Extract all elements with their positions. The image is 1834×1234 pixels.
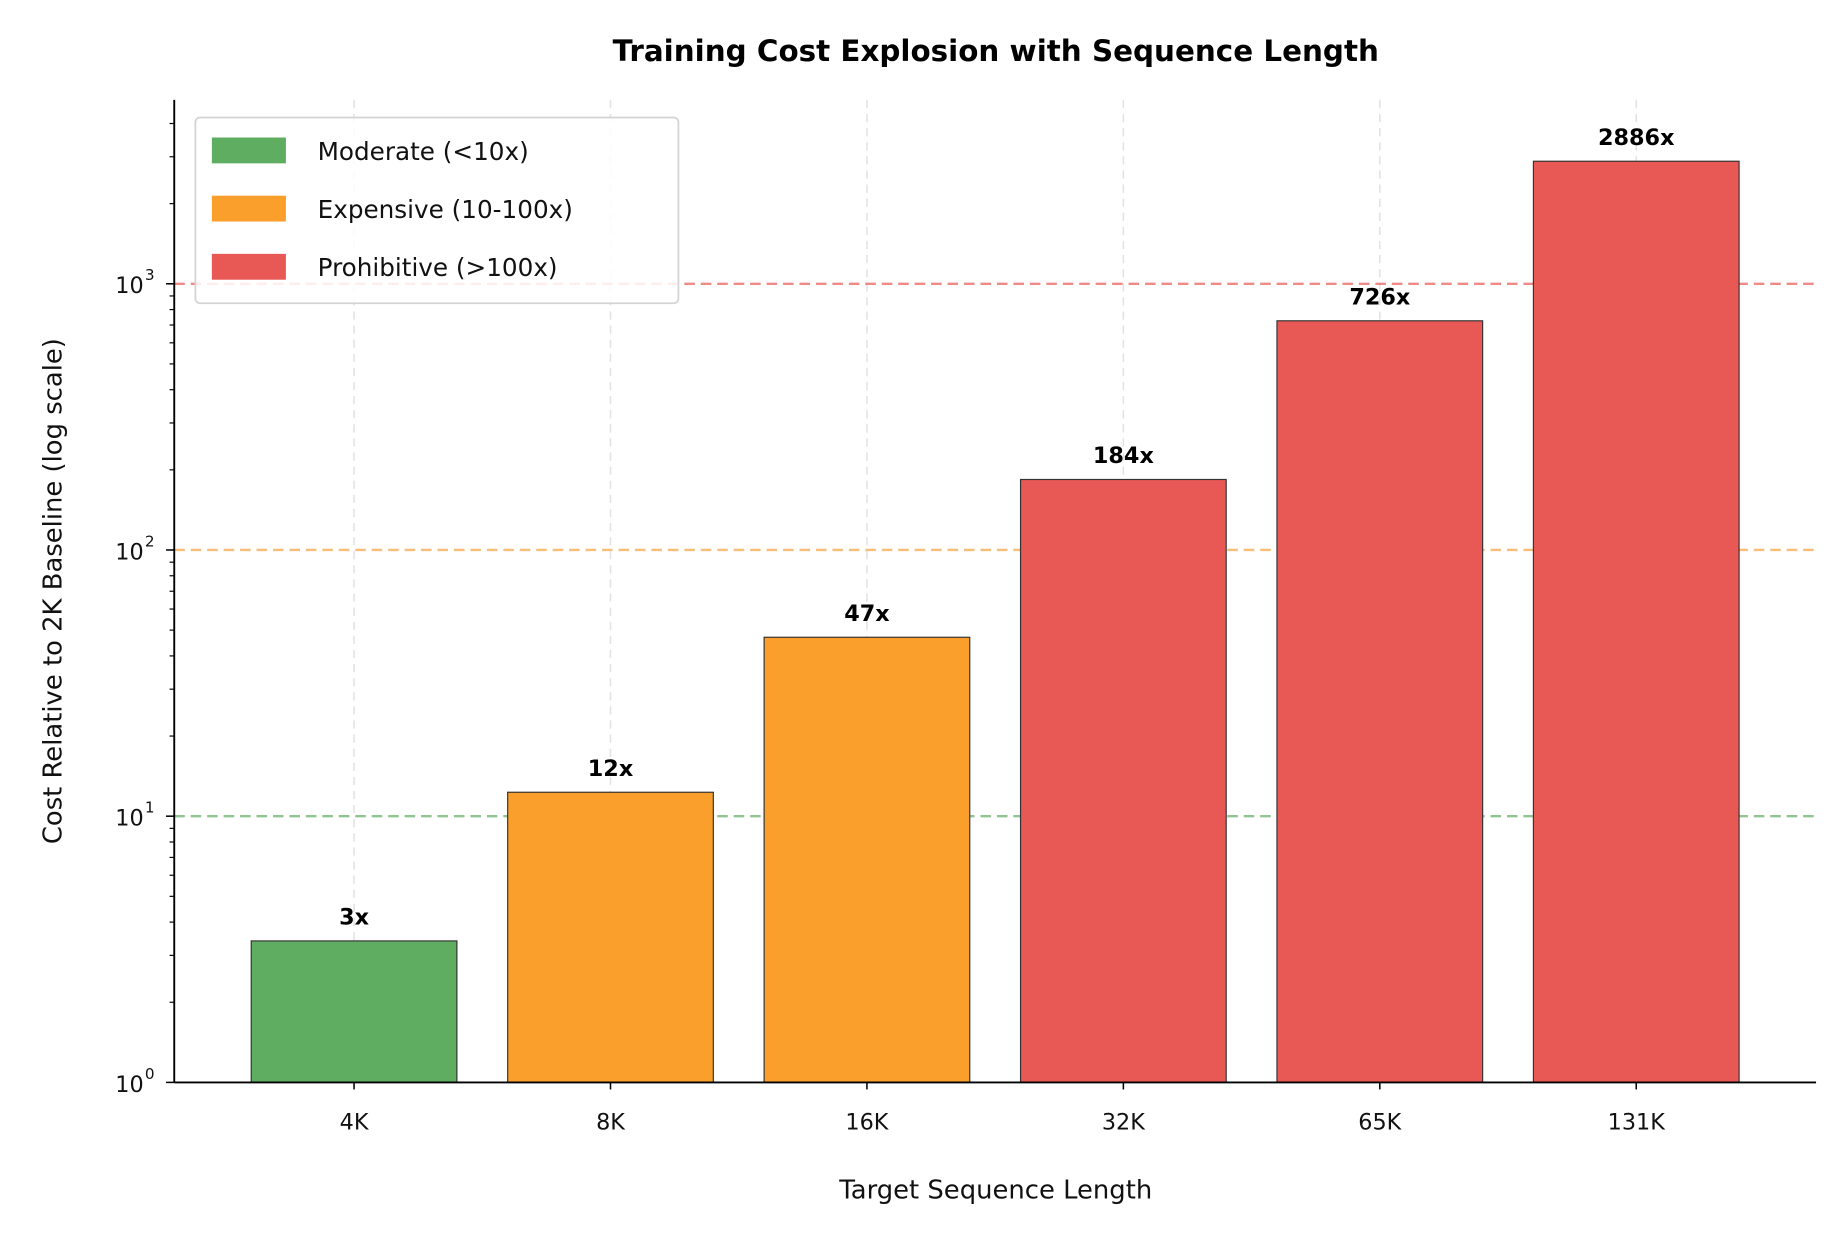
bar	[250, 940, 458, 1083]
legend-label-prohibitive: Prohibitive (>100x)	[318, 253, 558, 282]
y-axis-label: Cost Relative to 2K Baseline (log scale)	[38, 338, 68, 844]
x-tick-label: 8K	[596, 1109, 626, 1135]
x-tick-label: 16K	[845, 1109, 889, 1135]
y-tick-exponent: 2	[145, 532, 155, 550]
x-tick-label: 131K	[1608, 1109, 1667, 1135]
bars: 3x 12x 47x 184x 726x 2886x	[250, 125, 1740, 1083]
legend-label-expensive: Expensive (10-100x)	[318, 195, 573, 224]
bar	[1276, 320, 1484, 1083]
y-tick-exponent: 0	[145, 1065, 155, 1083]
bar-data-label: 184x	[1093, 443, 1155, 469]
legend-swatch-prohibitive	[211, 253, 286, 280]
chart-title: Training Cost Explosion with Sequence Le…	[613, 34, 1379, 68]
bar-data-label: 2886x	[1598, 125, 1675, 151]
bar	[1019, 478, 1227, 1083]
y-tick-label: 10	[115, 806, 143, 832]
legend-swatch-expensive	[211, 195, 286, 222]
x-tick-label: 32K	[1102, 1109, 1146, 1135]
legend-swatch-moderate	[211, 137, 286, 164]
x-axis-label: Target Sequence Length	[838, 1176, 1152, 1206]
y-tick-label: 10	[115, 539, 143, 565]
y-tick-label: 10	[115, 1072, 143, 1098]
legend-box	[194, 116, 680, 305]
bar	[763, 636, 971, 1083]
legend-label-moderate: Moderate (<10x)	[318, 137, 529, 166]
bar-data-label: 726x	[1349, 284, 1411, 310]
bar-data-label: 12x	[588, 756, 634, 782]
x-tick-label: 4K	[340, 1109, 370, 1135]
bar-data-label: 47x	[844, 601, 890, 627]
y-tick-exponent: 3	[145, 266, 155, 284]
y-tick-exponent: 1	[145, 799, 155, 817]
x-tick-label: 65K	[1358, 1109, 1402, 1135]
bar	[1532, 160, 1740, 1083]
bar	[507, 791, 714, 1083]
bar-data-label: 3x	[339, 904, 370, 930]
legend: Moderate (<10x) Expensive (10-100x) Proh…	[194, 116, 680, 305]
y-tick-label: 10	[115, 273, 143, 299]
